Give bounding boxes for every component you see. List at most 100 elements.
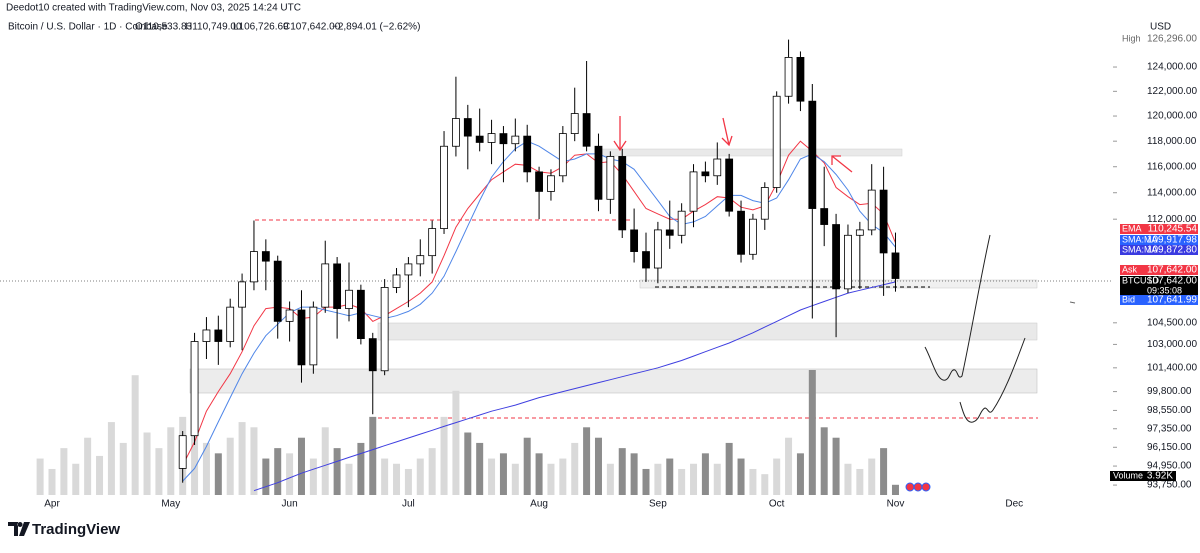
arrow bbox=[721, 117, 733, 147]
candle-body bbox=[832, 224, 840, 290]
price-badge bbox=[1120, 276, 1198, 296]
candle-body bbox=[428, 228, 437, 257]
volume-bar bbox=[880, 448, 888, 495]
zone bbox=[377, 322, 1038, 341]
candle-body bbox=[202, 329, 211, 342]
candle-body bbox=[452, 118, 460, 147]
candle-body bbox=[855, 229, 864, 236]
volume-bar bbox=[297, 437, 305, 495]
y-tick-label: 101,400.00 bbox=[1147, 362, 1197, 373]
volume-bar bbox=[131, 375, 139, 495]
x-tick-label: Oct bbox=[769, 499, 785, 510]
candle-body bbox=[535, 171, 543, 192]
candle-body bbox=[665, 229, 674, 236]
volume-bar bbox=[464, 432, 472, 495]
volume-bar bbox=[214, 453, 222, 495]
candle-body bbox=[345, 289, 353, 309]
candle-body bbox=[867, 189, 876, 231]
candle-body bbox=[749, 218, 757, 255]
candle-body bbox=[547, 175, 555, 192]
badge-value: 109,917.98 bbox=[1147, 235, 1197, 246]
candles bbox=[178, 39, 900, 483]
y-tick-label: 93,750.00 bbox=[1147, 480, 1192, 491]
badge-label: Bid bbox=[1122, 294, 1135, 304]
candle-body bbox=[475, 135, 484, 143]
y-tick-label: 94,950.00 bbox=[1147, 461, 1192, 472]
candle-body bbox=[713, 158, 722, 177]
symbol: Bitcoin / U.S. Dollar · 1D · Coinbase bbox=[8, 22, 168, 33]
flag-icon bbox=[921, 482, 931, 492]
volume-bar bbox=[202, 442, 210, 495]
candle-body bbox=[190, 341, 199, 437]
volume-bar bbox=[321, 427, 329, 495]
x-tick-label: May bbox=[161, 499, 180, 510]
x-tick-label: Aug bbox=[530, 499, 548, 510]
volume-bar bbox=[642, 468, 650, 495]
volume-bar bbox=[96, 455, 104, 495]
drawings bbox=[0, 116, 1112, 423]
volume-bar bbox=[559, 458, 567, 495]
volume-bar bbox=[226, 437, 234, 495]
ohlc-high: H110,749.00 bbox=[185, 22, 242, 33]
volume-bar bbox=[678, 468, 686, 495]
volume-bar bbox=[167, 427, 175, 495]
candle-body bbox=[606, 156, 615, 200]
volume-bar bbox=[654, 463, 662, 495]
projection bbox=[959, 337, 1026, 423]
volume-value: 3.92K bbox=[1147, 471, 1173, 482]
volume-bar bbox=[796, 453, 804, 495]
volume-bar bbox=[274, 448, 282, 495]
volume-bar bbox=[891, 484, 899, 495]
candle-body bbox=[808, 100, 817, 209]
volume-bar bbox=[381, 458, 389, 495]
ohlc-change: −2,894.01 (−2.62%) bbox=[332, 22, 420, 33]
candle-body bbox=[760, 187, 769, 220]
volume-bar bbox=[155, 448, 163, 495]
volume-bar bbox=[36, 458, 44, 495]
badge-label: SMA:MA bbox=[1122, 234, 1158, 244]
candle-body bbox=[630, 229, 639, 252]
arrow bbox=[831, 155, 853, 173]
y-tick-label: 120,000.00 bbox=[1147, 111, 1197, 122]
volume-bar bbox=[369, 416, 377, 495]
badge-label: BTCUSD bbox=[1122, 275, 1160, 285]
price-badge bbox=[1120, 265, 1198, 275]
price-badge bbox=[1120, 245, 1198, 255]
volume-bar bbox=[60, 448, 68, 495]
volume-bar bbox=[119, 442, 127, 495]
volume-bar bbox=[72, 463, 80, 495]
y-tick-label: 122,000.00 bbox=[1147, 86, 1197, 97]
candle-body bbox=[737, 210, 745, 255]
volume-bar bbox=[333, 448, 341, 495]
y-tick-label: 116,000.00 bbox=[1147, 161, 1197, 172]
arrow bbox=[613, 116, 627, 152]
candle-body bbox=[250, 251, 258, 283]
candle-body bbox=[333, 263, 342, 309]
candle-body bbox=[380, 287, 389, 372]
volume-bar bbox=[440, 416, 448, 495]
volume-bar bbox=[107, 422, 115, 495]
y-tick-label: 96,150.00 bbox=[1147, 442, 1192, 453]
volume-bar bbox=[785, 437, 793, 495]
candle-body bbox=[309, 306, 318, 366]
candle-body bbox=[772, 95, 781, 188]
volume-bar bbox=[286, 453, 294, 495]
candle-body bbox=[321, 263, 330, 308]
volume-bar bbox=[428, 448, 436, 495]
volume-bar bbox=[844, 463, 852, 495]
volume-bar bbox=[523, 437, 531, 495]
projection bbox=[924, 234, 991, 381]
volume-bar bbox=[761, 474, 769, 495]
volume-bar bbox=[357, 442, 365, 495]
credit: Deedot10 created with TradingView.com, N… bbox=[6, 3, 301, 14]
volume-bar bbox=[143, 432, 151, 495]
x-tick-label: Jul bbox=[402, 499, 415, 510]
volume-bar bbox=[452, 390, 460, 495]
x-tick-label: Dec bbox=[1005, 499, 1023, 510]
volume-bar bbox=[393, 463, 401, 495]
candle-body bbox=[297, 309, 306, 366]
volume-bar bbox=[488, 458, 496, 495]
x-tick-label: Nov bbox=[887, 499, 905, 510]
badge-value: 107,642.00 bbox=[1147, 276, 1197, 287]
